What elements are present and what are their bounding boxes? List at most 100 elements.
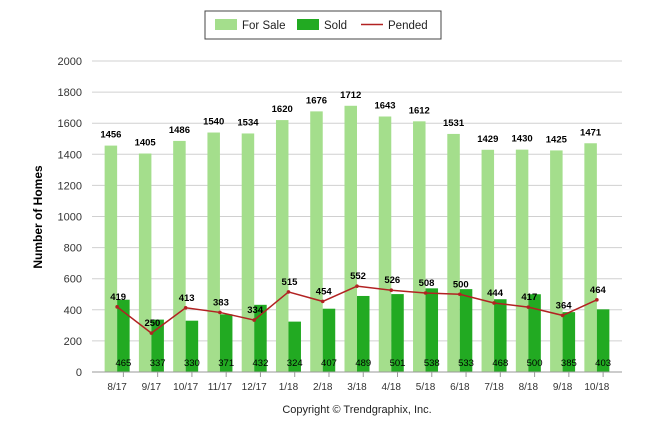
pended-value-label: 250 bbox=[144, 318, 160, 329]
pended-point bbox=[389, 288, 394, 293]
sold-bar bbox=[528, 294, 541, 372]
sold-value-label: 407 bbox=[321, 358, 337, 369]
y-tick-label: 1000 bbox=[58, 212, 82, 224]
y-tick-label: 2000 bbox=[58, 56, 82, 68]
pended-point bbox=[526, 305, 531, 309]
sold-bar bbox=[117, 299, 130, 372]
x-tick-label: 1/18 bbox=[279, 382, 299, 393]
sold-bar bbox=[219, 314, 233, 372]
for-sale-value-label: 1456 bbox=[100, 130, 121, 141]
x-tick-label: 9/18 bbox=[553, 382, 573, 393]
pended-value-label: 526 bbox=[384, 275, 400, 286]
sold-bar bbox=[425, 288, 439, 372]
sold-value-label: 468 bbox=[492, 358, 508, 369]
pended-value-label: 508 bbox=[419, 278, 435, 289]
sold-bar bbox=[254, 304, 267, 372]
for-sale-bar bbox=[550, 150, 563, 372]
pended-value-label: 419 bbox=[110, 292, 126, 303]
sold-bar bbox=[459, 289, 473, 372]
pended-point bbox=[595, 298, 599, 302]
for-sale-value-label: 1425 bbox=[546, 134, 568, 145]
pended-point bbox=[560, 313, 565, 318]
sold-value-label: 533 bbox=[458, 358, 474, 369]
for-sale-value-label: 1430 bbox=[512, 134, 533, 145]
y-tick-label: 1800 bbox=[58, 87, 82, 99]
copyright-text: Copyright © Trendgraphix, Inc. bbox=[282, 404, 431, 416]
for-sale-bar bbox=[173, 140, 186, 372]
sold-value-label: 501 bbox=[390, 358, 406, 369]
sold-value-label: 337 bbox=[150, 358, 166, 369]
sold-value-label: 538 bbox=[424, 358, 440, 369]
sold-value-label: 500 bbox=[527, 358, 543, 369]
sold-value-label: 371 bbox=[218, 358, 234, 369]
legend-label-pended: Pended bbox=[388, 20, 428, 32]
pended-point bbox=[423, 291, 428, 295]
pended-value-label: 334 bbox=[247, 305, 264, 316]
y-tick-label: 1600 bbox=[58, 118, 82, 130]
for-sale-bar bbox=[584, 143, 597, 372]
sold-bar bbox=[562, 312, 576, 372]
pended-point bbox=[149, 331, 154, 335]
pended-point bbox=[355, 284, 359, 288]
for-sale-value-label: 1486 bbox=[169, 125, 190, 136]
sold-bar bbox=[288, 321, 301, 372]
pended-value-label: 383 bbox=[213, 297, 229, 308]
sold-value-label: 432 bbox=[253, 358, 269, 369]
legend-label-sold: Sold bbox=[324, 20, 347, 32]
x-tick-label: 4/18 bbox=[382, 382, 402, 393]
y-tick-label: 1400 bbox=[58, 149, 82, 161]
sold-bar bbox=[151, 319, 164, 372]
for-sale-bar bbox=[344, 105, 357, 372]
x-tick-label: 3/18 bbox=[347, 382, 367, 393]
for-sale-bar bbox=[104, 145, 118, 372]
y-tick-label: 400 bbox=[64, 305, 82, 317]
for-sale-bar bbox=[241, 133, 255, 372]
for-sale-value-label: 1405 bbox=[135, 138, 157, 149]
sold-bar bbox=[391, 294, 404, 372]
pended-point bbox=[115, 305, 119, 309]
pended-value-label: 444 bbox=[487, 288, 504, 299]
sold-bar bbox=[494, 299, 507, 372]
legend-swatch-sold bbox=[297, 19, 319, 30]
for-sale-bar bbox=[138, 153, 152, 372]
x-tick-label: 10/17 bbox=[173, 382, 198, 393]
sold-value-label: 465 bbox=[115, 358, 131, 369]
pended-value-label: 515 bbox=[282, 277, 299, 288]
sold-value-label: 385 bbox=[561, 358, 577, 369]
pended-value-label: 500 bbox=[453, 279, 469, 290]
bars bbox=[104, 105, 610, 373]
for-sale-bar bbox=[207, 132, 220, 372]
for-sale-value-label: 1676 bbox=[306, 95, 327, 106]
for-sale-bar bbox=[413, 121, 426, 372]
for-sale-value-label: 1612 bbox=[409, 105, 430, 116]
for-sale-bar bbox=[275, 120, 289, 372]
sold-value-label: 324 bbox=[287, 358, 303, 369]
for-sale-bar bbox=[378, 116, 392, 373]
x-tick-label: 12/17 bbox=[242, 382, 267, 393]
for-sale-value-label: 1534 bbox=[237, 117, 259, 128]
for-sale-bar bbox=[481, 149, 495, 372]
sold-bar bbox=[322, 308, 336, 372]
x-tick-label: 2/18 bbox=[313, 382, 333, 393]
sold-value-label: 330 bbox=[184, 358, 200, 369]
y-axis: 0 200 400 600 800 1000 1200 1400 1600 1800 2000 bbox=[58, 56, 82, 379]
for-sale-value-label: 1471 bbox=[580, 127, 602, 138]
for-sale-value-label: 1540 bbox=[203, 117, 224, 128]
pended-point bbox=[286, 290, 291, 294]
pended-point bbox=[183, 305, 188, 310]
for-sale-value-label: 1531 bbox=[443, 118, 465, 129]
legend-box bbox=[204, 10, 442, 40]
pended-line bbox=[115, 284, 599, 335]
sold-bar bbox=[185, 320, 199, 372]
pended-value-label: 464 bbox=[590, 285, 607, 296]
x-tick-label: 10/18 bbox=[584, 382, 609, 393]
x-tick-label: 8/17 bbox=[107, 382, 127, 393]
y-axis-label: Number of Homes bbox=[31, 165, 45, 269]
for-sale-value-label: 1429 bbox=[477, 134, 498, 145]
sold-bar bbox=[357, 295, 370, 372]
for-sale-value-label: 1643 bbox=[374, 101, 395, 112]
x-axis: 8/17 9/17 10/17 11/17 12/17 1/18 2/18 3/18 4/18 5… bbox=[92, 371, 622, 393]
y-tick-label: 200 bbox=[64, 336, 82, 348]
for-sale-value-label: 1620 bbox=[272, 104, 293, 115]
